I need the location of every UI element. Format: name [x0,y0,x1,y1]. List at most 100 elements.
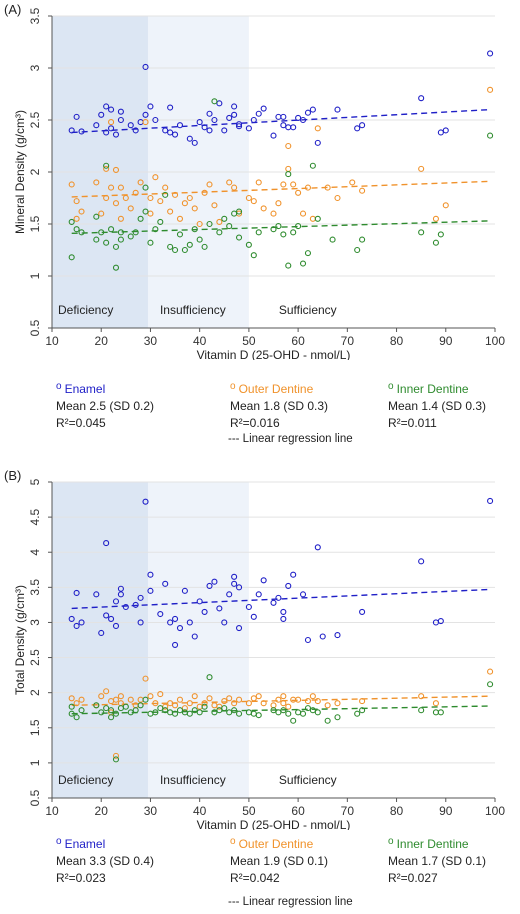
outer-data-point [221,698,228,705]
enamel-data-point [235,625,243,632]
outer-data-point [103,688,110,695]
outer-data-point [324,702,331,709]
enamel-data-point [260,105,267,112]
outer-data-point [157,198,164,205]
enamel-data-point [196,119,203,126]
outer-data-point [299,210,307,217]
outer-data-point [142,675,149,682]
enamel-data-point [112,622,120,630]
outer-data-point [334,700,341,707]
enamel-data-point [108,106,115,113]
inner-data-point [329,236,336,243]
outer-data-point [432,215,439,222]
inner-data-point [216,707,223,714]
y-tick-label: 2.5 [28,111,42,128]
outer-data-point [181,200,188,207]
enamel-data-point [280,608,287,615]
outer-data-point [112,696,120,703]
outer-data-point [211,202,218,209]
inner-data-point [216,229,223,236]
inner-data-point [108,707,115,714]
x-tick-label: 30 [144,334,158,348]
y-tick-label: 2 [28,168,42,175]
enamel-data-point [221,127,228,134]
legend-label-inner: Inner Dentine [396,837,469,851]
inner-data-point [314,709,321,716]
inner-data-point [162,191,169,198]
panel-label: (A) [4,2,21,17]
outer-data-point [68,181,75,188]
enamel-data-point [137,619,144,626]
x-axis-title: Vitamin D (25-OHD - nmol/L) [197,818,351,830]
enamel-data-point [122,603,129,611]
legend-a-outer: o Outer Dentine Mean 1.8 (SD 0.3) R²=0.0… [230,381,328,432]
y-tick-label: 1 [28,759,42,766]
enamel-marker-icon: o [56,835,62,847]
inner-data-point [245,241,252,248]
stat-r2: R²=0.045 [56,416,106,430]
inner-data-point [157,705,164,712]
inner-data-point [162,707,169,714]
enamel-data-point [245,603,252,611]
enamel-data-point [285,582,292,589]
enamel-data-point [290,571,297,578]
enamel-data-point [117,116,124,124]
stat-mean: Mean 1.4 (SD 0.3) [388,399,487,413]
outer-data-point [290,181,297,188]
x-tick-label: 10 [45,334,59,348]
inner-data-point [285,710,292,717]
region-label-insufficiency: Insufficiency [160,773,226,787]
outer-data-point [181,705,188,712]
x-tick-label: 70 [341,804,355,818]
enamel-data-point [112,131,120,138]
outer-data-point [270,702,277,709]
inner-data-point [73,226,80,233]
outer-data-point [176,215,184,222]
outer-data-point [108,184,115,191]
inner-data-point [255,712,262,719]
inner-data-point [176,707,184,714]
enamel-data-point [98,629,105,637]
inner-data-point [211,709,218,716]
y-tick-label: 3.5 [28,579,42,596]
enamel-data-point [211,578,218,585]
enamel-data-point [334,632,341,639]
outer-data-point [442,202,449,209]
outer-data-point [235,696,243,703]
enamel-data-point [108,615,115,622]
inner-data-point [275,709,282,716]
legend-b-outer: o Outer Dentine Mean 1.9 (SD 0.1) R²=0.0… [230,836,328,887]
inner-data-point [250,252,257,259]
x-tick-label: 100 [485,334,505,348]
regression-note-b: --- Linear regression line [228,896,353,908]
inner-data-point [142,208,149,215]
inner-data-point [226,223,233,230]
x-tick-label: 10 [45,804,59,818]
inner-data-point [167,243,174,250]
outer-data-point [295,189,302,196]
outer-data-point [487,668,494,675]
enamel-data-point [226,591,233,598]
y-axis-title: Total Density (g/cm³) [13,585,27,695]
inner-data-point [299,710,307,717]
outer-data-point [112,752,120,759]
legend-a-enamel: o Enamel Mean 2.5 (SD 0.2) R²=0.045 [56,381,154,432]
enamel-data-point [181,587,188,594]
enamel-data-point [191,633,198,640]
enamel-data-point [280,113,287,120]
enamel-data-point [117,108,124,115]
outer-data-point [285,703,292,710]
x-tick-label: 20 [95,804,109,818]
stat-r2: R²=0.011 [388,416,437,430]
inner-data-point [73,714,80,721]
inner-marker-icon: o [388,380,394,392]
enamel-data-point [275,594,282,601]
y-tick-label: 3.5 [28,7,42,24]
enamel-data-point [487,50,494,57]
regression-note-a: --- Linear regression line [228,433,353,445]
inner-data-point [304,250,312,257]
y-tick-label: 3 [28,64,42,71]
inner-data-point [201,243,208,250]
inner-data-point [285,171,292,178]
outer-data-point [295,696,302,703]
